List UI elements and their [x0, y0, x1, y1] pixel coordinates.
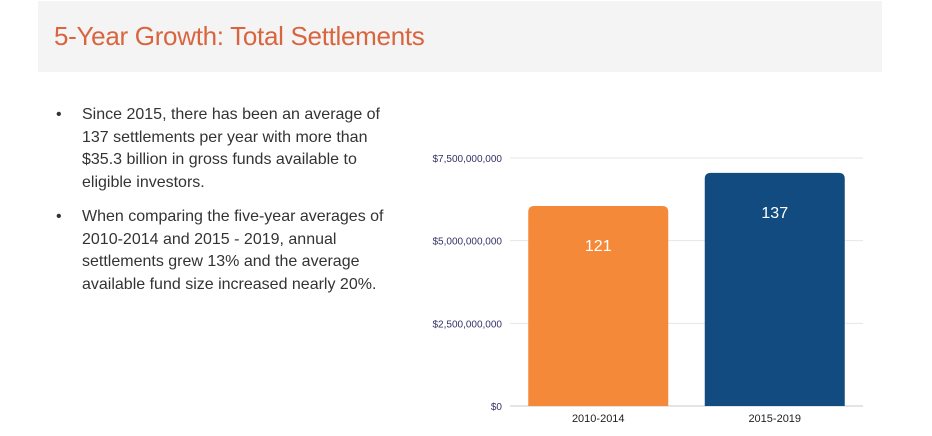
- bar-value-label: 121: [585, 238, 612, 255]
- bar-2010-2014: [528, 205, 669, 406]
- list-item: • When comparing the five-year averages …: [56, 206, 388, 296]
- chart-bars: [528, 172, 845, 406]
- bar-chart: $0 $2,500,000,000 $5,000,000,000 $7,500,000…: [432, 154, 863, 425]
- header-banner: 5-Year Growth: Total Settlements: [38, 1, 882, 72]
- bar-value-label: 137: [761, 205, 788, 222]
- bullet-text: Since 2015, there has been an average of…: [82, 106, 380, 191]
- list-item: • Since 2015, there has been an average …: [56, 104, 388, 194]
- x-axis-tick-labels: 2010-2014 2015-2019: [572, 413, 801, 425]
- bullet-text: When comparing the five-year averages of…: [82, 208, 384, 293]
- y-axis-tick-labels: $0 $2,500,000,000 $5,000,000,000 $7,500,000…: [432, 154, 502, 413]
- bullet-icon: •: [56, 208, 62, 225]
- bar-data-labels: 121 137: [585, 205, 788, 255]
- y-tick-label: $5,000,000,000: [432, 237, 502, 248]
- y-tick-label: $0: [491, 402, 503, 413]
- bar-2015-2019: [704, 172, 845, 406]
- x-tick-label: 2010-2014: [572, 413, 625, 425]
- page-title: 5-Year Growth: Total Settlements: [54, 21, 425, 51]
- y-tick-label: $2,500,000,000: [432, 319, 502, 330]
- x-tick-label: 2015-2019: [748, 413, 801, 425]
- bullet-icon: •: [56, 106, 62, 123]
- y-tick-label: $7,500,000,000: [432, 154, 502, 165]
- bullet-list: • Since 2015, there has been an average …: [56, 104, 388, 308]
